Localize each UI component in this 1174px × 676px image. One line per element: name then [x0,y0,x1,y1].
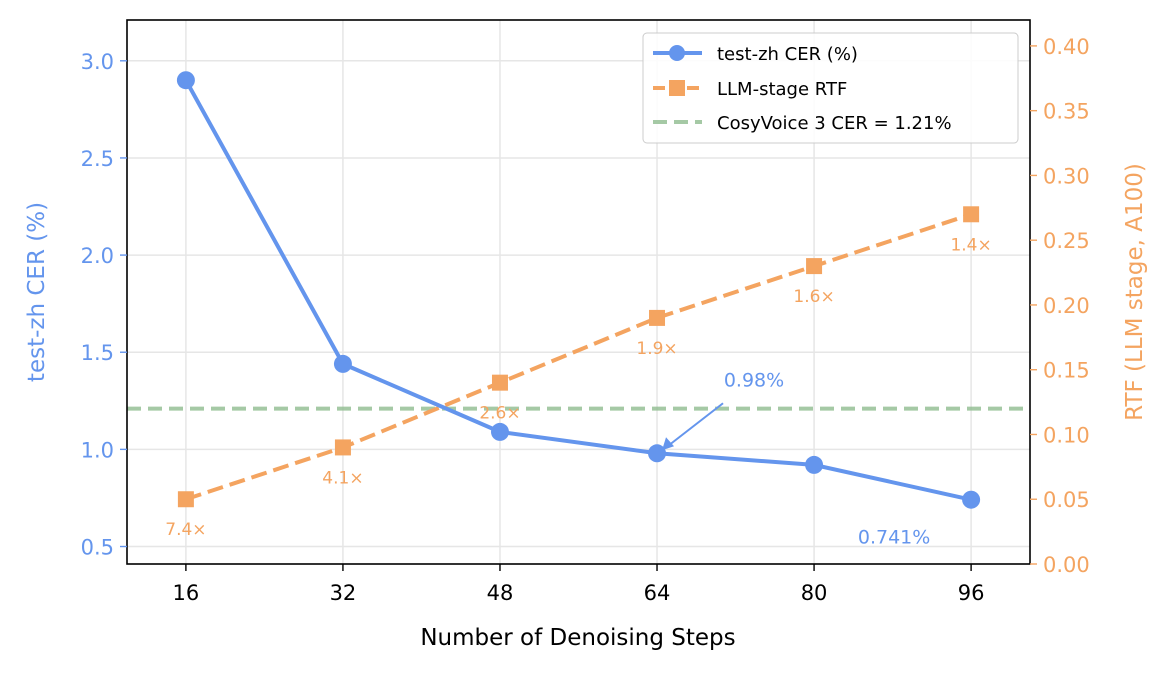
x-tick-label: 96 [958,581,985,605]
rtf-marker [963,206,980,223]
legend-marker-cer [669,45,685,61]
y-tick-label-left: 2.5 [81,147,114,171]
legend-label-reference: CosyVoice 3 CER = 1.21% [717,113,952,134]
x-tick-label: 48 [487,581,514,605]
y-tick-label-right: 0.40 [1043,35,1090,59]
rtf-speedup-label: 1.4× [950,235,991,255]
rtf-marker [806,258,823,275]
x-tick-label: 64 [644,581,671,605]
y-tick-label-right: 0.00 [1043,553,1090,577]
y-tick-label-right: 0.15 [1043,359,1090,383]
rtf-marker [491,374,508,391]
rtf-line [185,212,972,502]
y-tick-label-right: 0.10 [1043,423,1090,447]
rtf-speedup-label: 1.6× [793,287,834,307]
rtf-marker [334,439,351,456]
cer-marker [648,444,667,463]
annotation-cer-64: 0.98% [724,369,784,391]
plot-frame [126,19,1031,565]
y-tick-label-right: 0.20 [1043,294,1090,318]
y-tick-label-right: 0.35 [1043,100,1090,124]
rtf-speedup-label: 1.9× [636,339,677,359]
rtf-marker [177,491,194,508]
y-tick-label-left: 0.5 [81,536,114,560]
cer-line [184,79,972,502]
x-tick-label: 16 [173,581,200,605]
cer-marker [490,422,509,441]
y-tick-label-left: 1.5 [81,341,114,365]
legend-label-cer: test-zh CER (%) [717,44,858,65]
cer-marker [333,354,352,373]
annotation-cer-96: 0.741% [858,527,930,549]
y-tick-label-right: 0.30 [1043,164,1090,188]
x-axis-label: Number of Denoising Steps [420,625,735,651]
cer-marker [962,490,981,509]
y-tick-label-left: 3.0 [81,50,114,74]
y-tick-label-right: 0.05 [1043,488,1090,512]
y-tick-label-left: 2.0 [81,244,114,268]
rtf-speedup-label: 2.6× [479,404,520,424]
annotation-arrowhead [662,437,675,451]
y-tick-label-right: 0.25 [1043,229,1090,253]
rtf-speedup-label: 4.1× [322,468,363,488]
cer-marker [176,71,195,90]
legend-label-rtf: LLM-stage RTF [717,79,847,100]
x-tick-label: 80 [801,581,828,605]
rtf-speedup-label: 7.4× [165,520,206,540]
rtf-marker [649,309,666,326]
x-tick-label: 32 [330,581,357,605]
y-axis-label-left: test-zh CER (%) [24,202,50,382]
y-tick-label-left: 1.0 [81,438,114,462]
cer-marker [805,455,824,474]
y-axis-label-right: RTF (LLM stage, A100) [1122,163,1148,421]
legend: test-zh CER (%) LLM-stage RTF CosyVoice … [642,32,1019,144]
legend-marker-rtf [669,80,685,96]
annotation-arrow [664,402,724,450]
